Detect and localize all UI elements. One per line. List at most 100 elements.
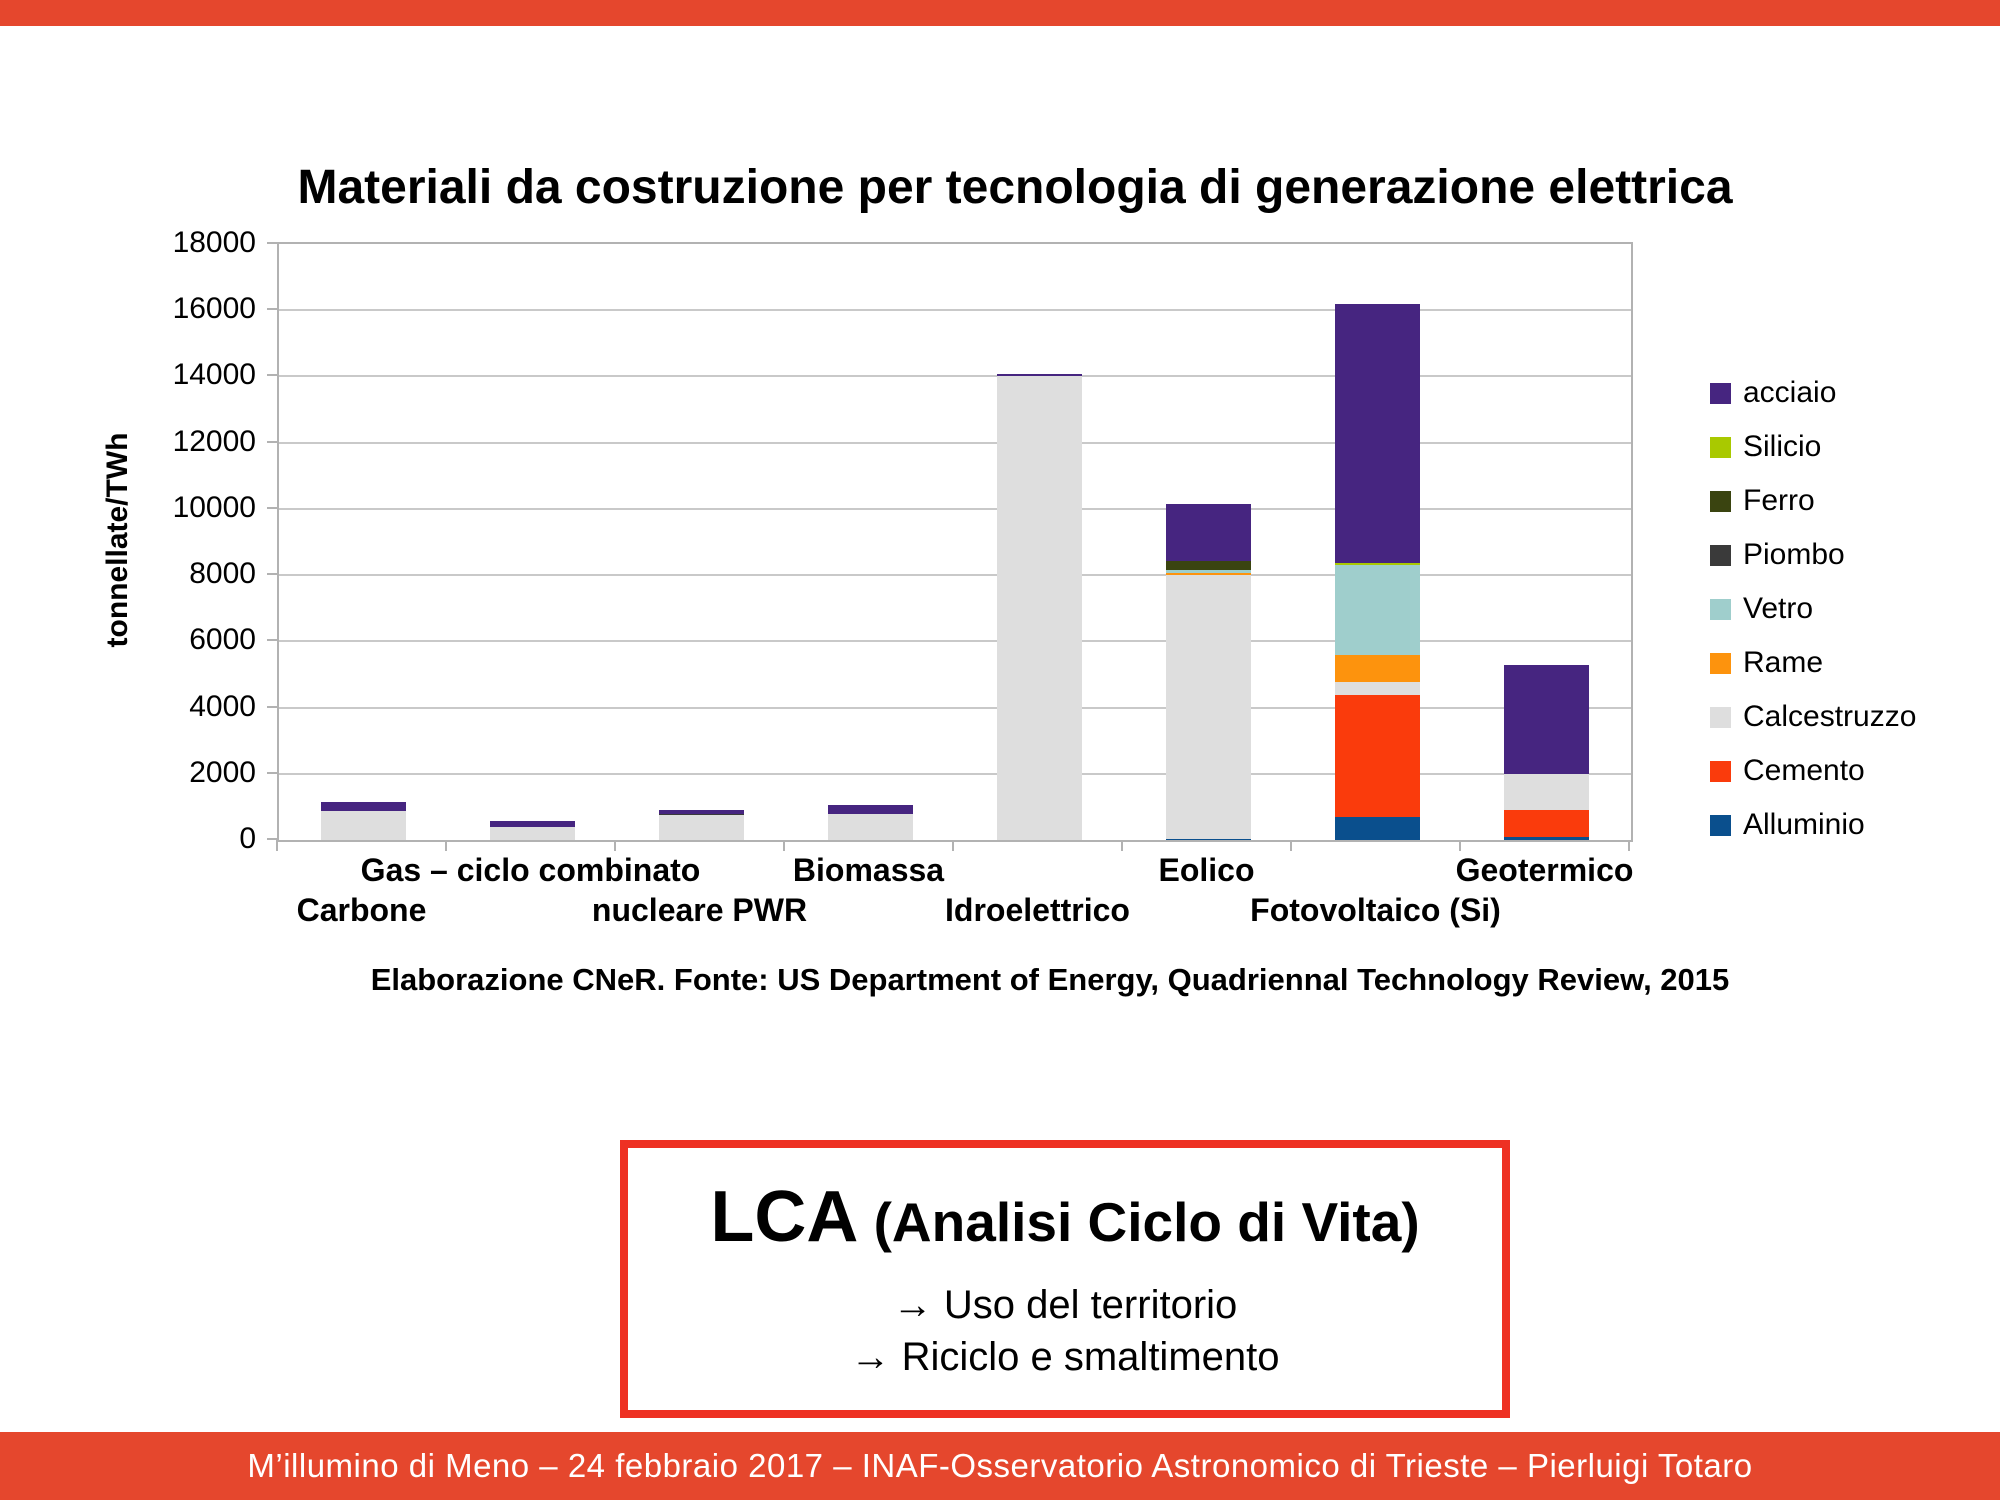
bar-segment-Calcestruzzo xyxy=(490,826,575,840)
bar-segment-acciaio xyxy=(490,821,575,827)
lca-box-title-expansion: (Analisi Ciclo di Vita) xyxy=(858,1191,1420,1253)
y-tick-mark xyxy=(267,308,278,311)
x-tick-mark xyxy=(783,840,785,851)
legend-item-Alluminio: Alluminio xyxy=(1710,798,1916,852)
legend: acciaio Silicio Ferro Piombo Vetro Rame Calces… xyxy=(1710,366,1916,852)
bar-segment-Alluminio xyxy=(1504,837,1589,840)
y-tick-label: 4000 xyxy=(189,689,256,723)
top-accent-bar xyxy=(0,0,2000,26)
bar-Idroelettrico xyxy=(997,374,1082,840)
y-tick-mark xyxy=(267,440,278,443)
x-label-Idroelettrico: Idroelettrico xyxy=(945,892,1130,928)
y-tick-mark xyxy=(267,506,278,509)
y-tick-label: 14000 xyxy=(172,358,256,392)
legend-item-Cemento: Cemento xyxy=(1710,744,1916,798)
bar-segment-Silicio xyxy=(1335,563,1420,566)
bar-segment-Rame xyxy=(1335,655,1420,683)
bar-segment-Calcestruzzo xyxy=(1166,575,1251,839)
legend-item-Piombo: Piombo xyxy=(1710,528,1916,582)
legend-label: Ferro xyxy=(1743,484,1815,517)
y-tick-label: 8000 xyxy=(189,557,256,591)
bar-segment-acciaio xyxy=(321,801,406,812)
bar-segment-Ferro xyxy=(1166,561,1251,570)
legend-label: Cemento xyxy=(1743,754,1865,787)
chart-title: Materiali da costruzione per tecnologia … xyxy=(297,161,1733,214)
bar-segment-acciaio xyxy=(1166,503,1251,562)
bar-segment-Rame xyxy=(1166,573,1251,576)
y-tick-mark xyxy=(267,639,278,642)
lca-bullet-riciclo: → Riciclo e smaltimento xyxy=(850,1335,1280,1379)
bar-segment-acciaio xyxy=(1504,665,1589,774)
lca-box-title-acronym: LCA xyxy=(710,1177,859,1257)
y-tick-mark xyxy=(267,573,278,576)
y-axis-title: tonnellate/TWh xyxy=(101,432,134,648)
legend-label: Silicio xyxy=(1743,430,1822,463)
legend-label: acciaio xyxy=(1743,376,1837,409)
y-tick-label: 10000 xyxy=(172,490,256,524)
y-tick-label: 0 xyxy=(239,822,256,855)
y-tick-mark xyxy=(267,705,278,708)
legend-item-Silicio: Silicio xyxy=(1710,420,1916,474)
bar-segment-Calcestruzzo xyxy=(321,811,406,840)
gridline xyxy=(279,772,1631,775)
source-citation: Elaborazione CNeR. Fonte: US Department … xyxy=(370,962,1730,997)
bar-segment-Calcestruzzo xyxy=(997,376,1082,840)
bar-Gas – ciclo combinato xyxy=(490,821,575,840)
bar-segment-Piombo xyxy=(659,813,744,815)
legend-label: Vetro xyxy=(1743,592,1814,625)
legend-label: Piombo xyxy=(1743,538,1845,571)
x-label-Biomassa: Biomassa xyxy=(792,852,945,888)
legend-swatch-Alluminio xyxy=(1710,814,1731,836)
legend-item-acciaio: acciaio xyxy=(1710,366,1916,420)
legend-item-Rame: Rame xyxy=(1710,636,1916,690)
x-tick-mark xyxy=(1121,840,1123,851)
x-tick-mark xyxy=(276,840,278,851)
gridline xyxy=(279,441,1631,444)
bar-nucleare PWR xyxy=(659,809,744,840)
gridline xyxy=(279,507,1631,510)
y-tick-label: 18000 xyxy=(172,226,256,259)
bar-segment-Calcestruzzo xyxy=(1504,773,1589,811)
x-tick-mark xyxy=(614,840,616,851)
y-tick-label: 6000 xyxy=(189,623,256,657)
y-tick-label: 2000 xyxy=(189,755,256,789)
bar-segment-Calcestruzzo xyxy=(1335,682,1420,695)
gridline xyxy=(279,309,1631,312)
bar-Biomassa xyxy=(828,804,913,840)
y-tick-mark xyxy=(267,838,278,840)
y-tick-mark xyxy=(267,374,278,377)
x-label-nucleare PWR: nucleare PWR xyxy=(591,892,808,928)
gridline xyxy=(279,640,1631,643)
legend-label: Rame xyxy=(1743,646,1824,679)
bar-Carbone xyxy=(321,801,406,840)
x-tick-mark xyxy=(1628,840,1630,851)
legend-swatch-Ferro xyxy=(1710,490,1731,512)
x-label-Gas – ciclo combinato: Gas – ciclo combinato xyxy=(360,852,701,888)
y-tick-label: 16000 xyxy=(172,292,256,326)
bar-segment-Alluminio xyxy=(1166,838,1251,840)
legend-item-Vetro: Vetro xyxy=(1710,582,1916,636)
bar-segment-Calcestruzzo xyxy=(659,814,744,840)
x-tick-mark xyxy=(952,840,954,851)
bar-segment-Calcestruzzo xyxy=(828,813,913,840)
footer-bar: M’illumino di Meno – 24 febbraio 2017 – … xyxy=(0,1432,2000,1500)
y-tick-mark xyxy=(267,771,278,774)
x-label-Carbone: Carbone xyxy=(296,892,427,928)
legend-swatch-Silicio xyxy=(1710,436,1731,458)
footer-text: M’illumino di Meno – 24 febbraio 2017 – … xyxy=(247,1447,1753,1484)
legend-swatch-Piombo xyxy=(1710,544,1731,566)
x-tick-mark xyxy=(445,840,447,851)
legend-swatch-Cemento xyxy=(1710,760,1731,782)
lca-box: LCA (Analisi Ciclo di Vita) → Uso del te… xyxy=(620,1140,1510,1418)
gridline xyxy=(279,706,1631,709)
x-tick-mark xyxy=(1459,840,1461,851)
x-tick-mark xyxy=(1290,840,1292,851)
x-label-Geotermico: Geotermico xyxy=(1455,852,1634,888)
legend-swatch-Calcestruzzo xyxy=(1710,706,1731,728)
bar-segment-acciaio xyxy=(997,374,1082,377)
legend-swatch-acciaio xyxy=(1710,382,1731,404)
legend-label: Alluminio xyxy=(1743,808,1865,841)
bar-Geotermico xyxy=(1504,665,1589,840)
legend-swatch-Rame xyxy=(1710,652,1731,674)
bar-segment-Cemento xyxy=(1335,694,1420,818)
